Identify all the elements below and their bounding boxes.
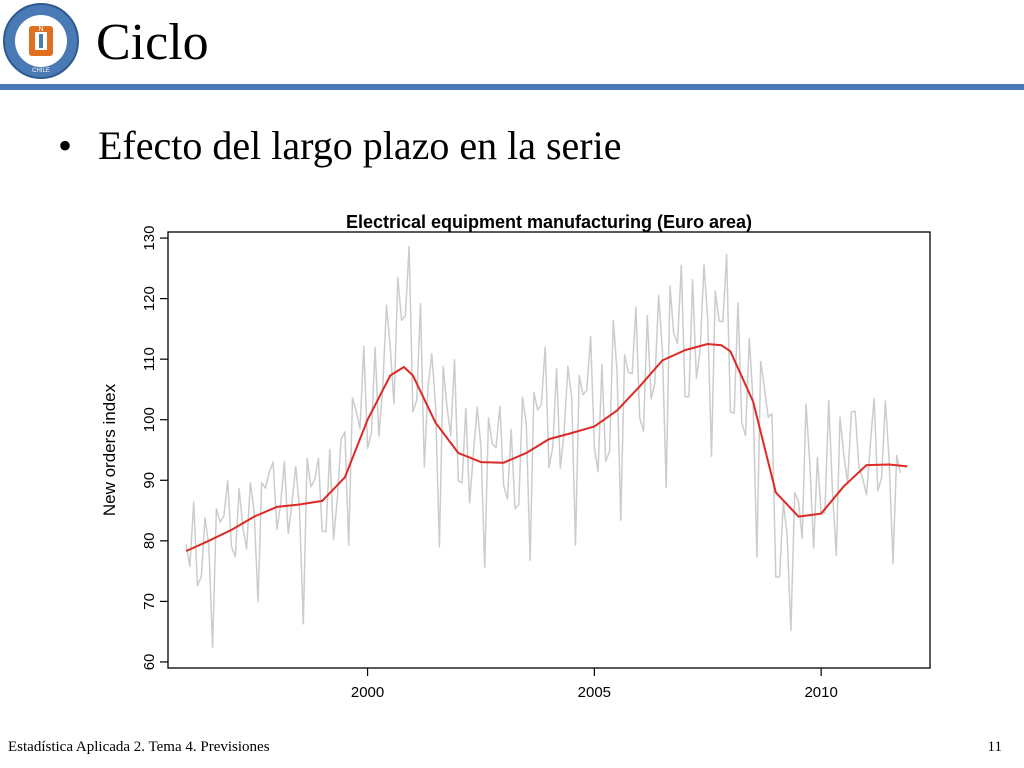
- y-tick-label: 70: [141, 593, 158, 610]
- series-raw-line: [185, 245, 902, 649]
- x-tick-label: 2000: [351, 684, 384, 701]
- slide-title: Ciclo: [96, 14, 209, 71]
- y-axis-label: New orders index: [100, 383, 119, 516]
- x-tick-label: 2010: [804, 684, 837, 701]
- y-tick-label: 100: [141, 407, 158, 432]
- y-tick-label: 80: [141, 532, 158, 549]
- bullet-text: Efecto del largo plazo en la serie: [98, 123, 622, 168]
- x-tick-label: 2005: [578, 684, 611, 701]
- y-tick-label: 120: [141, 286, 158, 311]
- title-divider: [0, 84, 1024, 90]
- chart-title: Electrical equipment manufacturing (Euro…: [346, 212, 752, 232]
- bullet-item: • Efecto del largo plazo en la serie: [58, 122, 621, 169]
- series-trend-line: [185, 343, 908, 553]
- y-tick-label: 60: [141, 654, 158, 671]
- page-number: 11: [987, 739, 1002, 755]
- line-chart: Electrical equipment manufacturing (Euro…: [100, 212, 931, 701]
- y-tick-label: 130: [141, 226, 158, 251]
- logo-letter: N: [38, 26, 43, 33]
- bullet-dot-icon: •: [58, 123, 73, 168]
- footer-course: Estadística Aplicada 2. Tema 4. Previsio…: [8, 739, 270, 755]
- y-tick-label: 90: [141, 472, 158, 489]
- logo-sub: CHILE: [32, 68, 50, 74]
- y-tick-label: 110: [141, 347, 158, 371]
- university-logo: N CHILE: [3, 3, 79, 79]
- plot-frame: [167, 231, 931, 669]
